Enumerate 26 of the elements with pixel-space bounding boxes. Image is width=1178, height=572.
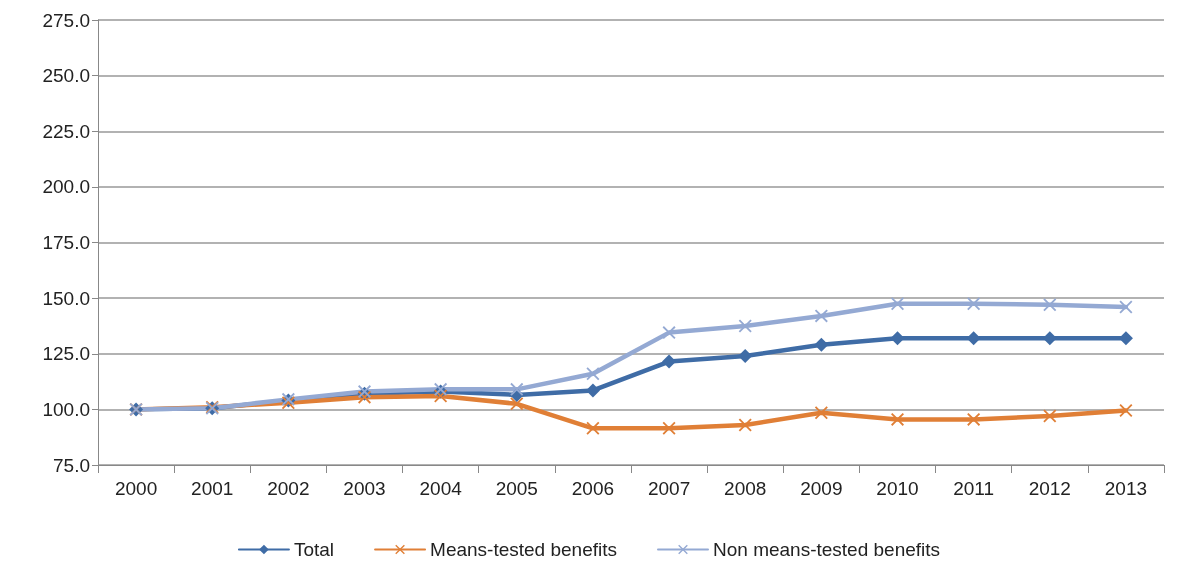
y-tick-label: 100.0 [42, 398, 90, 420]
y-tick-label: 150.0 [42, 287, 90, 309]
legend-label: Non means-tested benefits [713, 539, 941, 560]
legend-label: Means-tested benefits [430, 539, 618, 560]
x-tick-label: 2012 [1028, 478, 1071, 499]
x-tick-label: 2008 [724, 478, 767, 499]
y-tick-label: 250.0 [42, 65, 90, 87]
x-tick-label: 2004 [419, 478, 463, 499]
x-tick-label: 2007 [647, 478, 691, 499]
x-tick-label: 2005 [495, 478, 538, 499]
x-tick-label: 2009 [800, 478, 843, 499]
x-tick-label: 2013 [1104, 478, 1148, 499]
y-tick-label: 75.0 [53, 454, 90, 476]
x-tick-label: 2011 [953, 478, 995, 499]
x-tick-label: 2001 [191, 478, 234, 499]
y-tick-label: 175.0 [42, 232, 90, 253]
x-tick-label: 2002 [267, 478, 310, 499]
y-tick-label: 125.0 [42, 343, 90, 365]
x-tick-label: 2000 [114, 478, 158, 499]
x-tick-label: 2010 [876, 478, 919, 499]
y-tick-label: 225.0 [42, 120, 90, 142]
y-tick-label: 275.0 [42, 9, 90, 31]
x-tick-label: 2006 [571, 478, 615, 499]
legend-label: Total [293, 539, 335, 560]
y-tick-label: 200.0 [42, 176, 90, 198]
x-tick-label: 2003 [343, 478, 386, 499]
